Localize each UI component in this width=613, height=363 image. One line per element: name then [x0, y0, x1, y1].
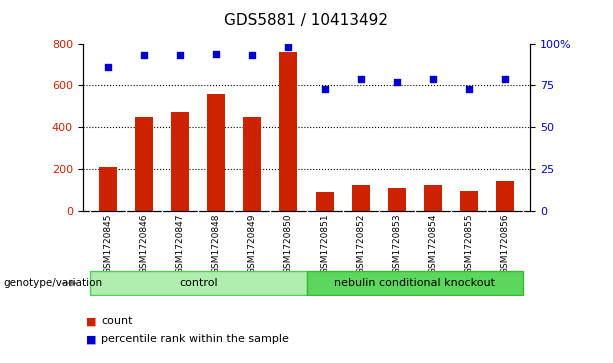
Point [211, 51, 221, 57]
Bar [306, 271, 523, 295]
Bar [243, 117, 261, 211]
Text: GSM1720851: GSM1720851 [320, 213, 329, 274]
Point [500, 76, 510, 82]
Point [428, 76, 438, 82]
Bar [496, 181, 514, 211]
Bar [352, 185, 370, 211]
Text: control: control [179, 278, 218, 288]
Text: genotype/variation: genotype/variation [3, 278, 102, 288]
Bar [171, 113, 189, 211]
Text: GSM1720856: GSM1720856 [500, 213, 509, 274]
Text: GSM1720846: GSM1720846 [140, 213, 148, 274]
Bar [280, 52, 297, 211]
Text: GDS5881 / 10413492: GDS5881 / 10413492 [224, 13, 389, 28]
Text: percentile rank within the sample: percentile rank within the sample [101, 334, 289, 344]
Bar [99, 167, 117, 211]
Text: GSM1720849: GSM1720849 [248, 213, 257, 274]
Text: GSM1720853: GSM1720853 [392, 213, 402, 274]
Point [464, 86, 474, 91]
Bar [135, 117, 153, 211]
Bar [460, 191, 478, 211]
Bar [424, 185, 442, 211]
Text: nebulin conditional knockout: nebulin conditional knockout [334, 278, 495, 288]
Text: GSM1720848: GSM1720848 [211, 213, 221, 274]
Bar [90, 271, 306, 295]
Point [284, 44, 294, 50]
Text: ■: ■ [86, 316, 96, 326]
Text: ■: ■ [86, 334, 96, 344]
Point [103, 64, 113, 70]
Text: GSM1720850: GSM1720850 [284, 213, 293, 274]
Text: GSM1720847: GSM1720847 [176, 213, 185, 274]
Point [175, 52, 185, 58]
Point [356, 76, 365, 82]
Bar [207, 94, 226, 211]
Text: GSM1720845: GSM1720845 [104, 213, 113, 274]
Point [319, 86, 329, 91]
Point [392, 79, 402, 85]
Text: count: count [101, 316, 132, 326]
Text: GSM1720852: GSM1720852 [356, 213, 365, 274]
Point [248, 52, 257, 58]
Text: GSM1720855: GSM1720855 [465, 213, 473, 274]
Bar [387, 188, 406, 211]
Point [139, 52, 149, 58]
Bar [316, 192, 333, 211]
Text: GSM1720854: GSM1720854 [428, 213, 437, 274]
